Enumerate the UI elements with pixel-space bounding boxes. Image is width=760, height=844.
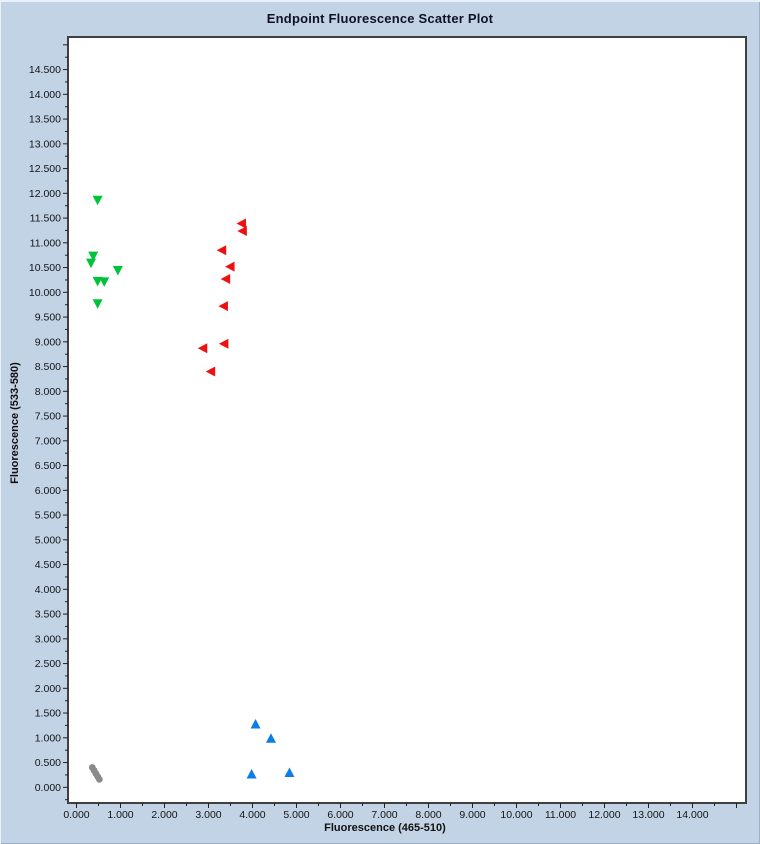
y-tick-label: 10.500 [29, 262, 61, 274]
y-tick-label: 14.500 [29, 64, 61, 76]
y-tick-label: 11.000 [30, 237, 61, 249]
chart-title: Endpoint Fluorescence Scatter Plot [266, 11, 494, 26]
x-tick-label: 6.000 [327, 809, 353, 821]
y-tick-label: 1.500 [35, 708, 61, 720]
blue-samples-marker[interactable] [284, 767, 295, 777]
y-tick-label: 5.000 [35, 534, 61, 546]
green-samples-marker[interactable] [92, 195, 103, 206]
blue-samples-marker[interactable] [265, 733, 276, 743]
green-samples-marker[interactable] [92, 276, 103, 287]
y-tick-label: 1.000 [35, 732, 61, 744]
green-samples-marker[interactable] [99, 277, 110, 287]
x-tick-label: 7.000 [371, 809, 397, 821]
y-tick-label: 6.000 [35, 485, 61, 497]
gray-samples-marker[interactable] [95, 775, 103, 783]
y-tick-label: 12.500 [29, 163, 61, 175]
x-tick-label: 2.000 [151, 809, 177, 821]
y-tick-label: 0.500 [35, 757, 61, 769]
y-tick-label: 11.500 [30, 213, 61, 225]
green-samples-marker[interactable] [112, 266, 123, 276]
y-tick-label: 8.500 [35, 361, 61, 373]
y-tick-label: 9.500 [35, 312, 61, 324]
y-tick-label: 9.000 [35, 336, 61, 348]
blue-samples-marker[interactable] [250, 718, 261, 729]
x-tick-label: 5.000 [283, 809, 309, 821]
y-tick-label: 8.000 [35, 386, 61, 398]
x-tick-label: 8.000 [415, 809, 441, 821]
x-tick-label: 4.000 [239, 809, 265, 821]
y-tick-label: 14.000 [29, 89, 61, 101]
x-tick-label: 9.000 [459, 809, 485, 821]
y-tick-label: 2.000 [35, 683, 61, 695]
x-tick-label: 14.000 [676, 809, 708, 821]
red-samples-marker[interactable] [236, 218, 246, 229]
red-samples-marker[interactable] [225, 261, 235, 272]
y-tick-label: 13.500 [29, 114, 61, 126]
x-tick-label: 0.000 [63, 809, 89, 821]
x-tick-label: 12.000 [588, 809, 620, 821]
red-samples-marker[interactable] [218, 338, 229, 349]
y-tick-label: 6.500 [35, 460, 61, 472]
y-tick-label: 3.500 [35, 609, 61, 621]
red-samples-marker[interactable] [220, 273, 231, 284]
blue-samples-marker[interactable] [246, 768, 257, 779]
x-tick-label: 11.000 [545, 809, 576, 821]
y-tick-label: 13.000 [29, 138, 61, 150]
y-tick-label: 7.000 [35, 435, 61, 447]
y-tick-label: 10.000 [29, 287, 61, 299]
red-samples-marker[interactable] [237, 225, 247, 236]
y-tick-label: 4.500 [35, 559, 61, 571]
red-samples-marker[interactable] [218, 301, 228, 312]
y-tick-label: 5.500 [35, 510, 61, 522]
y-tick-label: 12.000 [29, 188, 61, 200]
y-tick-label: 2.500 [35, 658, 61, 670]
y-tick-label: 3.000 [35, 633, 61, 645]
y-tick-label: 7.500 [35, 411, 61, 423]
y-tick-label: 0.000 [35, 782, 61, 794]
x-tick-label: 3.000 [195, 809, 221, 821]
green-samples-marker[interactable] [92, 299, 103, 309]
red-samples-marker[interactable] [197, 343, 208, 354]
x-tick-label: 1.000 [107, 809, 133, 821]
red-samples-marker[interactable] [216, 245, 227, 256]
plot-area[interactable] [67, 36, 747, 804]
x-axis-title: Fluorescence (465-510) [324, 822, 446, 834]
y-axis-title: Fluorescence (533-580) [9, 362, 21, 484]
green-samples-marker[interactable] [86, 258, 97, 269]
green-samples-marker[interactable] [88, 251, 99, 262]
red-samples-marker[interactable] [205, 366, 216, 377]
x-tick-label: 13.000 [632, 809, 664, 821]
y-tick-label: 4.000 [35, 584, 61, 596]
x-tick-label: 10.000 [500, 809, 532, 821]
